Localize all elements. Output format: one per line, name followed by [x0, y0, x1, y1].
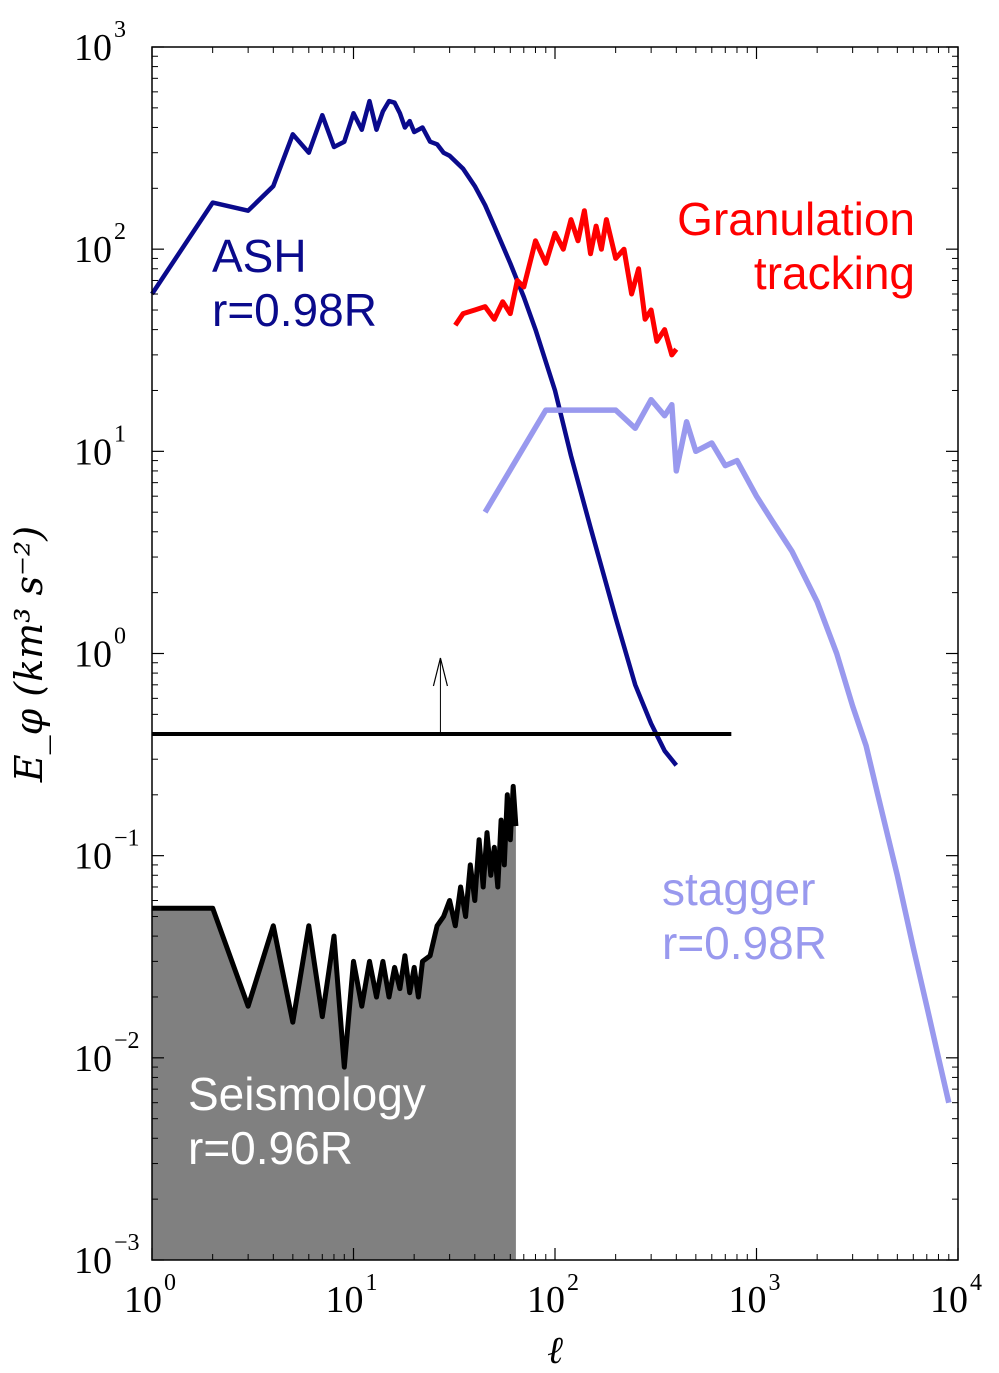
series-line-granulation-tracking: [453, 208, 679, 358]
x-tick-exponent: 1: [366, 1270, 378, 1296]
y-tick-label: 10: [74, 1038, 112, 1080]
series-line-ash: [150, 98, 679, 767]
annotation-granulation-line-1: Granulation: [677, 193, 915, 245]
x-tick-exponent: 3: [769, 1270, 781, 1296]
x-tick-label: 10: [930, 1279, 968, 1321]
y-tick-exponent: 0: [114, 624, 126, 650]
x-tick-exponent: 2: [567, 1270, 579, 1296]
y-tick-exponent: −1: [114, 826, 140, 852]
y-tick-label: 10: [74, 1240, 112, 1282]
y-tick-label: 10: [74, 431, 112, 473]
seismology-shaded-area: [152, 786, 516, 1260]
y-tick-exponent: 1: [114, 421, 126, 447]
annotation-seismology-line-1: Seismology: [188, 1068, 426, 1120]
x-tick-exponent: 0: [164, 1270, 176, 1296]
y-tick-label: 10: [74, 836, 112, 878]
arrow-head: [432, 657, 449, 687]
annotation-seismology-line-2: r=0.96R: [188, 1122, 353, 1174]
x-tick-label: 10: [729, 1279, 767, 1321]
series-line-stagger: [482, 396, 952, 1104]
x-tick-exponent: 4: [970, 1270, 982, 1296]
y-tick-exponent: −2: [114, 1028, 140, 1054]
y-tick-label: 10: [74, 634, 112, 676]
y-tick-exponent: 3: [114, 17, 126, 43]
y-tick-label: 10: [74, 27, 112, 69]
x-tick-label: 10: [326, 1279, 364, 1321]
annotation-ash-line-2: r=0.98R: [212, 284, 377, 336]
annotation-granulation-line-2: tracking: [754, 247, 915, 299]
annotation-stagger-line-1: stagger: [662, 863, 815, 915]
x-tick-label: 10: [124, 1279, 162, 1321]
x-axis-title: ℓ: [547, 1328, 563, 1372]
annotation-stagger-line-2: r=0.98R: [662, 917, 827, 969]
y-tick-exponent: 2: [114, 219, 126, 245]
annotation-ash-line-1: ASH: [212, 230, 307, 282]
y-tick-label: 10: [74, 229, 112, 271]
x-tick-label: 10: [527, 1279, 565, 1321]
y-axis-title: E_φ (km³ s⁻²): [7, 526, 52, 783]
y-tick-exponent: −3: [114, 1230, 140, 1256]
